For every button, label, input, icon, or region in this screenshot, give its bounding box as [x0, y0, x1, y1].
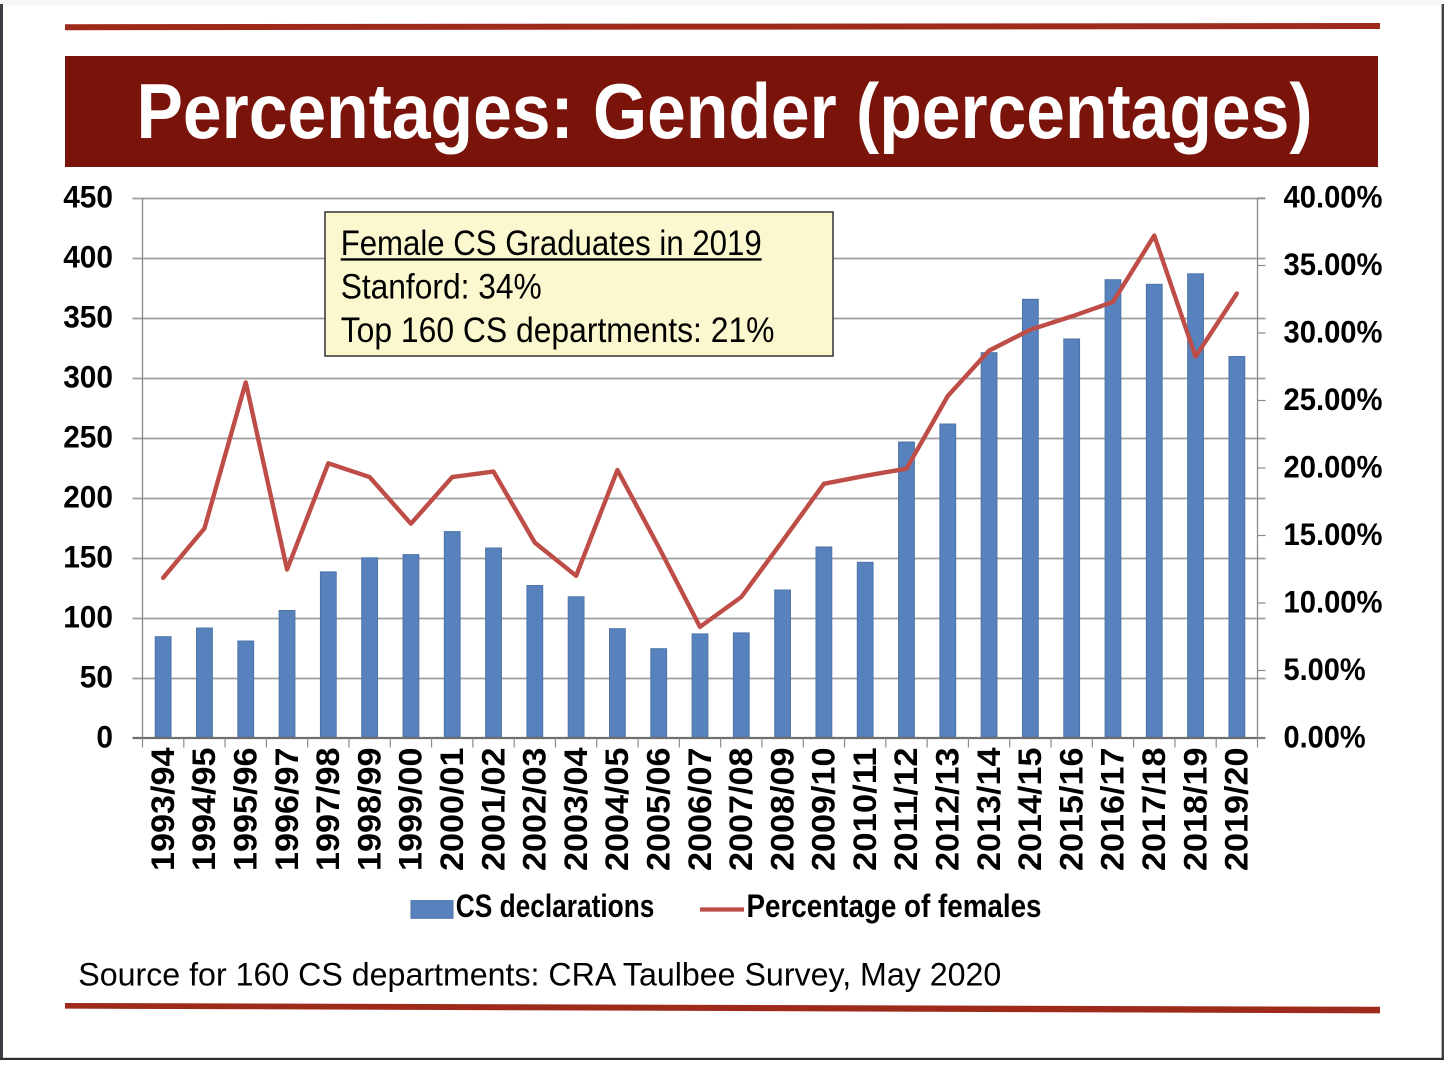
- svg-text:2009/10: 2009/10: [806, 748, 842, 872]
- svg-text:300: 300: [63, 359, 113, 394]
- svg-text:1997/98: 1997/98: [310, 748, 346, 872]
- svg-text:2016/17: 2016/17: [1095, 748, 1131, 872]
- svg-text:Source for 160 CS departments:: Source for 160 CS departments: CRA Taulb…: [78, 957, 1001, 993]
- svg-text:1995/96: 1995/96: [227, 748, 263, 872]
- svg-text:2013/14: 2013/14: [971, 747, 1007, 871]
- svg-text:2005/06: 2005/06: [640, 748, 676, 872]
- svg-text:2019/20: 2019/20: [1219, 748, 1255, 872]
- svg-text:2017/18: 2017/18: [1136, 748, 1172, 872]
- svg-text:Top 160 CS departments: 21%: Top 160 CS departments: 21%: [341, 311, 775, 350]
- svg-text:1994/95: 1994/95: [186, 748, 222, 872]
- svg-text:2008/09: 2008/09: [764, 748, 800, 872]
- svg-text:2004/05: 2004/05: [599, 748, 635, 872]
- svg-text:100: 100: [63, 599, 113, 634]
- svg-text:0.00%: 0.00%: [1284, 719, 1366, 754]
- svg-text:2001/02: 2001/02: [475, 748, 511, 872]
- svg-text:50: 50: [80, 659, 113, 694]
- svg-text:40.00%: 40.00%: [1284, 179, 1383, 214]
- svg-text:2002/03: 2002/03: [517, 748, 553, 872]
- svg-text:2006/07: 2006/07: [682, 748, 718, 872]
- svg-text:1998/99: 1998/99: [351, 748, 387, 872]
- svg-text:2010/11: 2010/11: [847, 748, 883, 872]
- svg-text:150: 150: [63, 539, 113, 574]
- svg-text:250: 250: [63, 419, 113, 454]
- svg-text:0: 0: [96, 719, 113, 754]
- svg-text:30.00%: 30.00%: [1284, 314, 1383, 349]
- svg-text:25.00%: 25.00%: [1284, 382, 1383, 417]
- svg-text:200: 200: [63, 479, 113, 514]
- svg-text:2003/04: 2003/04: [558, 747, 594, 871]
- svg-text:20.00%: 20.00%: [1284, 449, 1383, 484]
- svg-text:Percentage of females: Percentage of females: [747, 888, 1042, 924]
- svg-text:450: 450: [63, 179, 113, 214]
- svg-text:CS declarations: CS declarations: [456, 888, 655, 924]
- svg-text:2018/19: 2018/19: [1177, 748, 1213, 872]
- svg-text:5.00%: 5.00%: [1284, 652, 1366, 687]
- svg-text:10.00%: 10.00%: [1284, 584, 1383, 619]
- svg-text:2012/13: 2012/13: [930, 748, 966, 872]
- svg-text:1996/97: 1996/97: [269, 748, 305, 872]
- svg-text:2011/12: 2011/12: [888, 748, 924, 872]
- svg-text:2000/01: 2000/01: [434, 748, 470, 872]
- svg-text:2007/08: 2007/08: [723, 748, 759, 872]
- svg-text:1999/00: 1999/00: [393, 748, 429, 872]
- svg-text:Percentages: Gender (percentag: Percentages: Gender (percentages): [137, 67, 1313, 155]
- svg-text:400: 400: [63, 239, 113, 274]
- svg-text:1993/94: 1993/94: [145, 747, 181, 871]
- svg-text:15.00%: 15.00%: [1284, 517, 1383, 552]
- svg-text:2014/15: 2014/15: [1012, 748, 1048, 872]
- svg-text:Female CS Graduates in 2019: Female CS Graduates in 2019: [341, 224, 762, 263]
- svg-text:2015/16: 2015/16: [1053, 748, 1089, 872]
- svg-text:350: 350: [63, 299, 113, 334]
- svg-text:Stanford: 34%: Stanford: 34%: [341, 267, 542, 306]
- svg-text:35.00%: 35.00%: [1284, 247, 1383, 282]
